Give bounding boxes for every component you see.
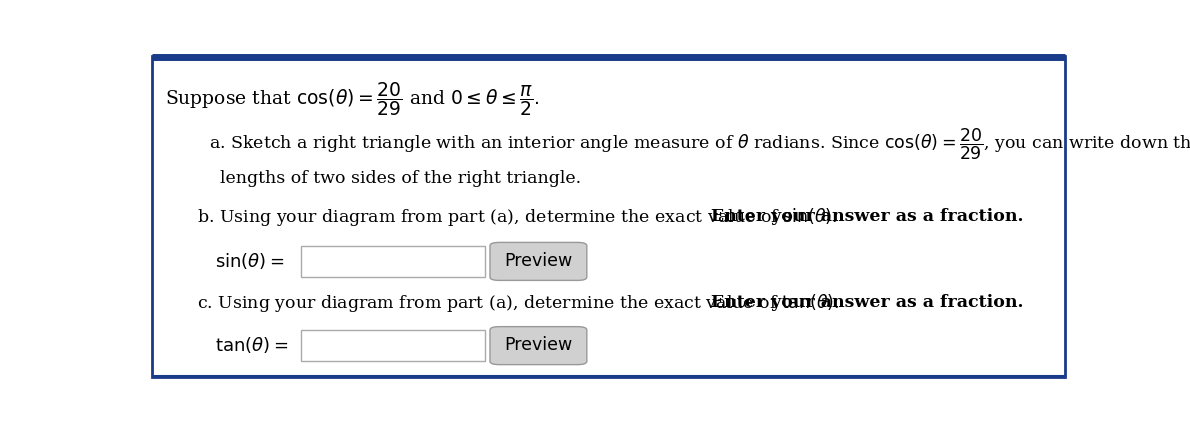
Text: b. Using your diagram from part (a), determine the exact value of $\mathrm{sin}(: b. Using your diagram from part (a), det… bbox=[196, 205, 839, 228]
Text: lengths of two sides of the right triangle.: lengths of two sides of the right triang… bbox=[220, 170, 581, 187]
FancyBboxPatch shape bbox=[301, 330, 486, 361]
FancyBboxPatch shape bbox=[490, 242, 587, 281]
Text: Preview: Preview bbox=[505, 252, 572, 270]
Text: Enter your answer as a fraction.: Enter your answer as a fraction. bbox=[712, 294, 1023, 311]
Text: c. Using your diagram from part (a), determine the exact value of $\mathrm{tan}(: c. Using your diagram from part (a), det… bbox=[196, 292, 841, 314]
Text: a. Sketch a right triangle with an interior angle measure of $\theta$ radians. S: a. Sketch a right triangle with an inter… bbox=[208, 126, 1190, 162]
Text: Suppose that $\mathrm{cos}(\theta) = \dfrac{20}{29}$ and $0 \leq \theta \leq \df: Suppose that $\mathrm{cos}(\theta) = \df… bbox=[165, 81, 540, 118]
FancyBboxPatch shape bbox=[301, 246, 486, 277]
Text: $\mathrm{sin}(\theta) = $: $\mathrm{sin}(\theta) = $ bbox=[215, 251, 284, 271]
Text: Preview: Preview bbox=[505, 336, 572, 354]
Text: Enter your answer as a fraction.: Enter your answer as a fraction. bbox=[712, 208, 1023, 225]
Text: $\mathrm{tan}(\theta) = $: $\mathrm{tan}(\theta) = $ bbox=[215, 335, 288, 356]
FancyBboxPatch shape bbox=[490, 326, 587, 365]
